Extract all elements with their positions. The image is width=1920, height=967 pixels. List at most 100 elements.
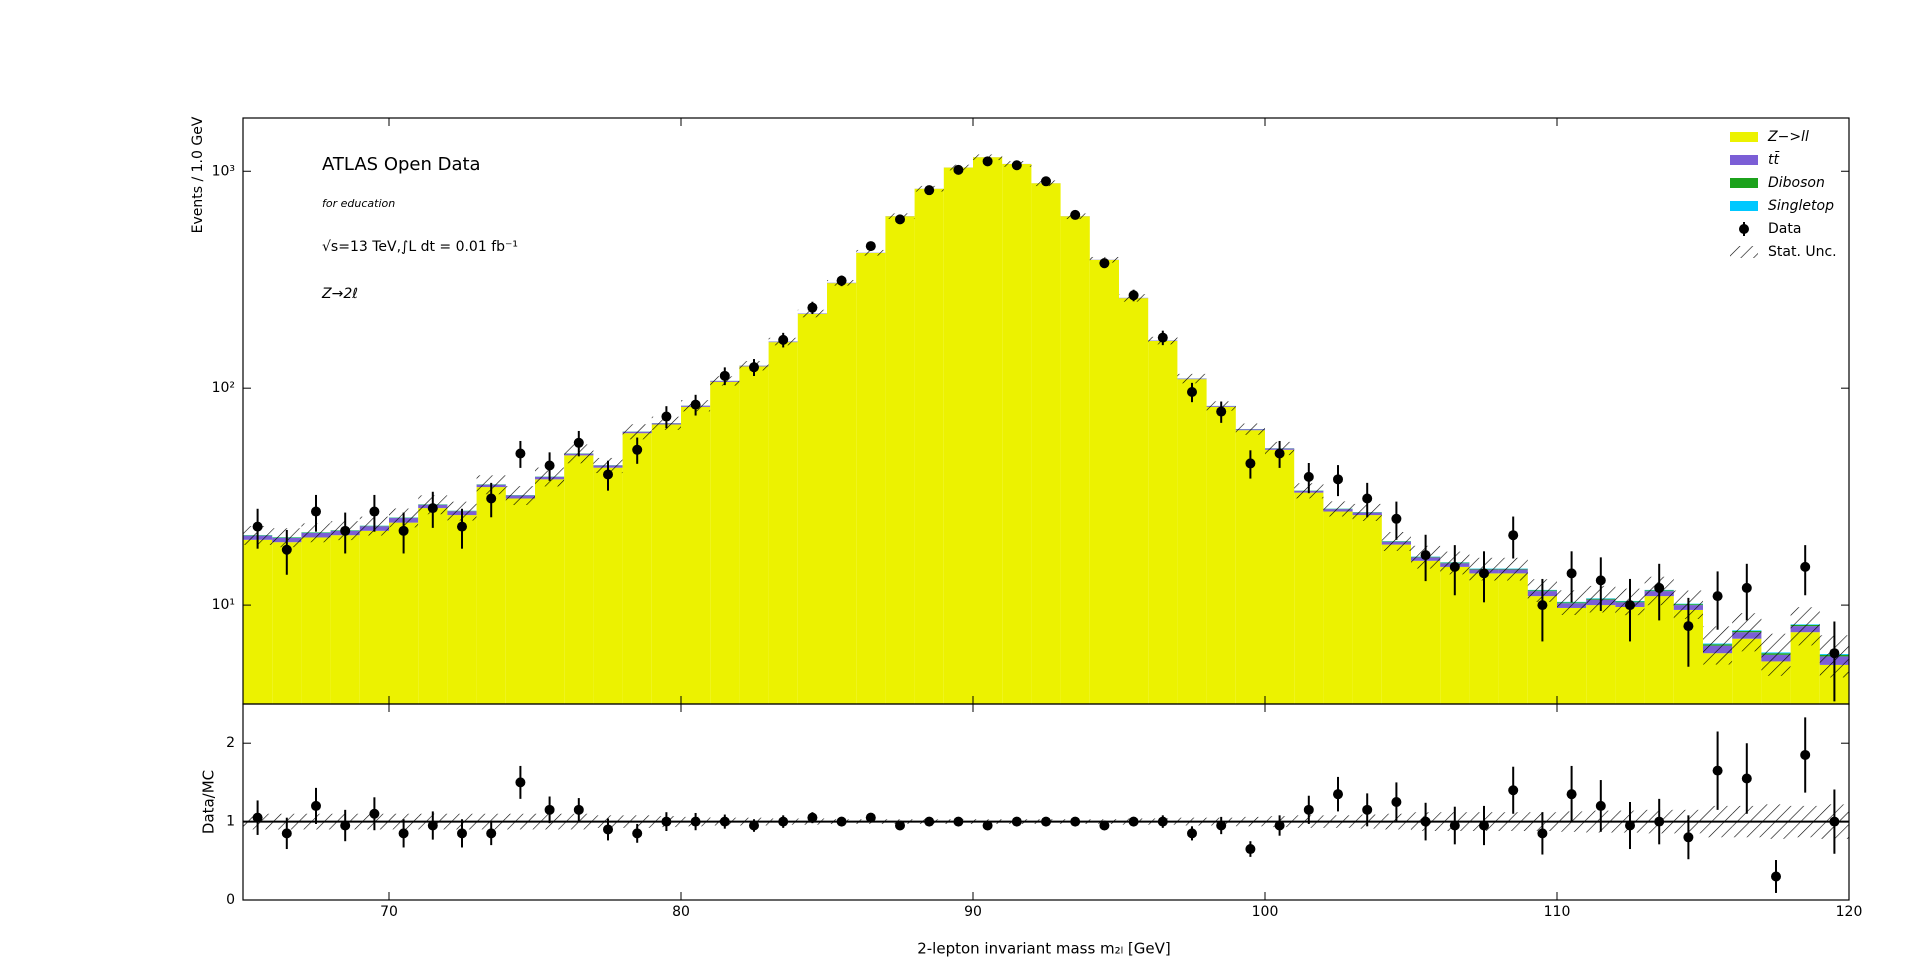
- data-point: [515, 448, 526, 459]
- data-point: [311, 506, 321, 517]
- data-point: [632, 444, 643, 455]
- stat-unc-band: [1498, 557, 1528, 581]
- data-point: [1595, 575, 1606, 586]
- ratio-point: [661, 816, 672, 827]
- ratio-point: [1566, 789, 1577, 800]
- ratio-point: [1099, 820, 1110, 831]
- stat-unc-band: [505, 486, 535, 506]
- ratio-point: [1829, 816, 1840, 827]
- legend: Z−>ll tt̄ Diboson Singletop Data Stat. Unc.: [1730, 129, 1837, 260]
- ratio-point: [311, 800, 321, 811]
- data-point: [1333, 474, 1343, 485]
- ratio-point: [1508, 785, 1519, 796]
- data-point: [398, 525, 409, 536]
- stat-unc-band: [856, 249, 886, 256]
- y-tick-label: 10²: [212, 380, 235, 396]
- ratio-y-tick-label: 0: [226, 892, 235, 908]
- ratio-point: [1420, 816, 1431, 827]
- histogram-bar: [1411, 560, 1441, 704]
- histogram-bar: [418, 508, 448, 704]
- ratio-point: [1041, 816, 1051, 827]
- ratio-point: [778, 816, 789, 827]
- data-point: [924, 185, 935, 196]
- histogram-bar: [622, 433, 652, 704]
- data-point: [1654, 582, 1665, 593]
- ratio-y-axis-label: Data/MC: [200, 770, 218, 834]
- main-plot: [243, 154, 1849, 704]
- annotation: ATLAS Open Data: [322, 154, 481, 175]
- data-point: [544, 460, 555, 471]
- legend-label: Data: [1768, 221, 1801, 237]
- data-point: [982, 156, 993, 167]
- ratio-point: [515, 777, 526, 788]
- y-tick-label: 10³: [212, 163, 235, 179]
- legend-swatch: [1730, 155, 1758, 165]
- histogram-bar: [1089, 259, 1119, 704]
- legend-swatch: [1730, 246, 1758, 258]
- histogram-bar: [681, 406, 711, 704]
- stat-unc-band: [1381, 532, 1411, 551]
- data-point: [1011, 160, 1022, 171]
- histogram-bar: [535, 479, 565, 704]
- data-point: [836, 275, 847, 286]
- histogram-bar: [739, 366, 769, 704]
- data-point: [369, 506, 380, 517]
- data-point: [457, 521, 467, 532]
- ratio-point: [1216, 820, 1227, 831]
- data-point: [749, 362, 759, 373]
- ratio-point: [1654, 816, 1665, 827]
- data-point: [603, 469, 613, 480]
- x-tick-label: 100: [1252, 904, 1279, 920]
- ratio-point: [982, 820, 993, 831]
- data-point: [1303, 471, 1314, 482]
- histogram-bar: [1352, 515, 1382, 704]
- data-point: [1362, 493, 1373, 504]
- axes: Events / 1.0 GeV Data/MC 2-lepton invari…: [190, 116, 1862, 957]
- histogram-bar: [505, 498, 535, 704]
- histogram-bar: [1206, 406, 1236, 704]
- ratio-frame: [242, 703, 1850, 901]
- x-tick-label: 80: [672, 904, 690, 920]
- histogram-bar: [1323, 511, 1353, 704]
- data-point: [661, 411, 672, 422]
- annotation: for education: [322, 197, 395, 210]
- stat-unc-band: [1177, 373, 1207, 384]
- data-point: [807, 302, 818, 313]
- data-point: [1537, 600, 1548, 611]
- stat-unc-band: [1761, 633, 1791, 676]
- ratio-y-tick-label: 1: [226, 814, 235, 830]
- ratio-point: [1362, 804, 1373, 815]
- stat-unc-band: [1235, 423, 1265, 435]
- histogram-bar: [1498, 573, 1528, 704]
- ratio-point: [632, 828, 643, 839]
- ratio-point: [807, 812, 818, 823]
- legend-swatch: [1730, 132, 1758, 142]
- data-point: [953, 164, 964, 175]
- data-point: [895, 214, 905, 225]
- stat-unc-band: [301, 523, 331, 543]
- histogram-bar: [1002, 164, 1032, 704]
- legend-swatch: [1730, 178, 1758, 188]
- histogram-bar: [1557, 607, 1587, 704]
- ratio-point: [486, 828, 497, 839]
- histogram-bar: [330, 535, 360, 704]
- histogram-bar: [856, 252, 886, 704]
- ratio-point: [865, 812, 876, 823]
- ratio-point: [1683, 832, 1694, 843]
- data-point: [1683, 621, 1694, 632]
- data-point: [486, 493, 497, 504]
- legend-swatch: [1739, 224, 1749, 234]
- annotation: Z→2ℓ: [321, 286, 358, 302]
- data-point: [1829, 648, 1840, 659]
- x-tick-label: 110: [1544, 904, 1571, 920]
- histogram-bar: [914, 188, 944, 704]
- legend-swatch: [1730, 201, 1758, 211]
- data-point: [690, 399, 701, 410]
- histogram-bar: [827, 283, 857, 704]
- histogram-bar: [1381, 544, 1411, 704]
- ratio-point: [953, 816, 964, 827]
- ratio-point: [749, 820, 759, 831]
- data-point: [1449, 561, 1460, 572]
